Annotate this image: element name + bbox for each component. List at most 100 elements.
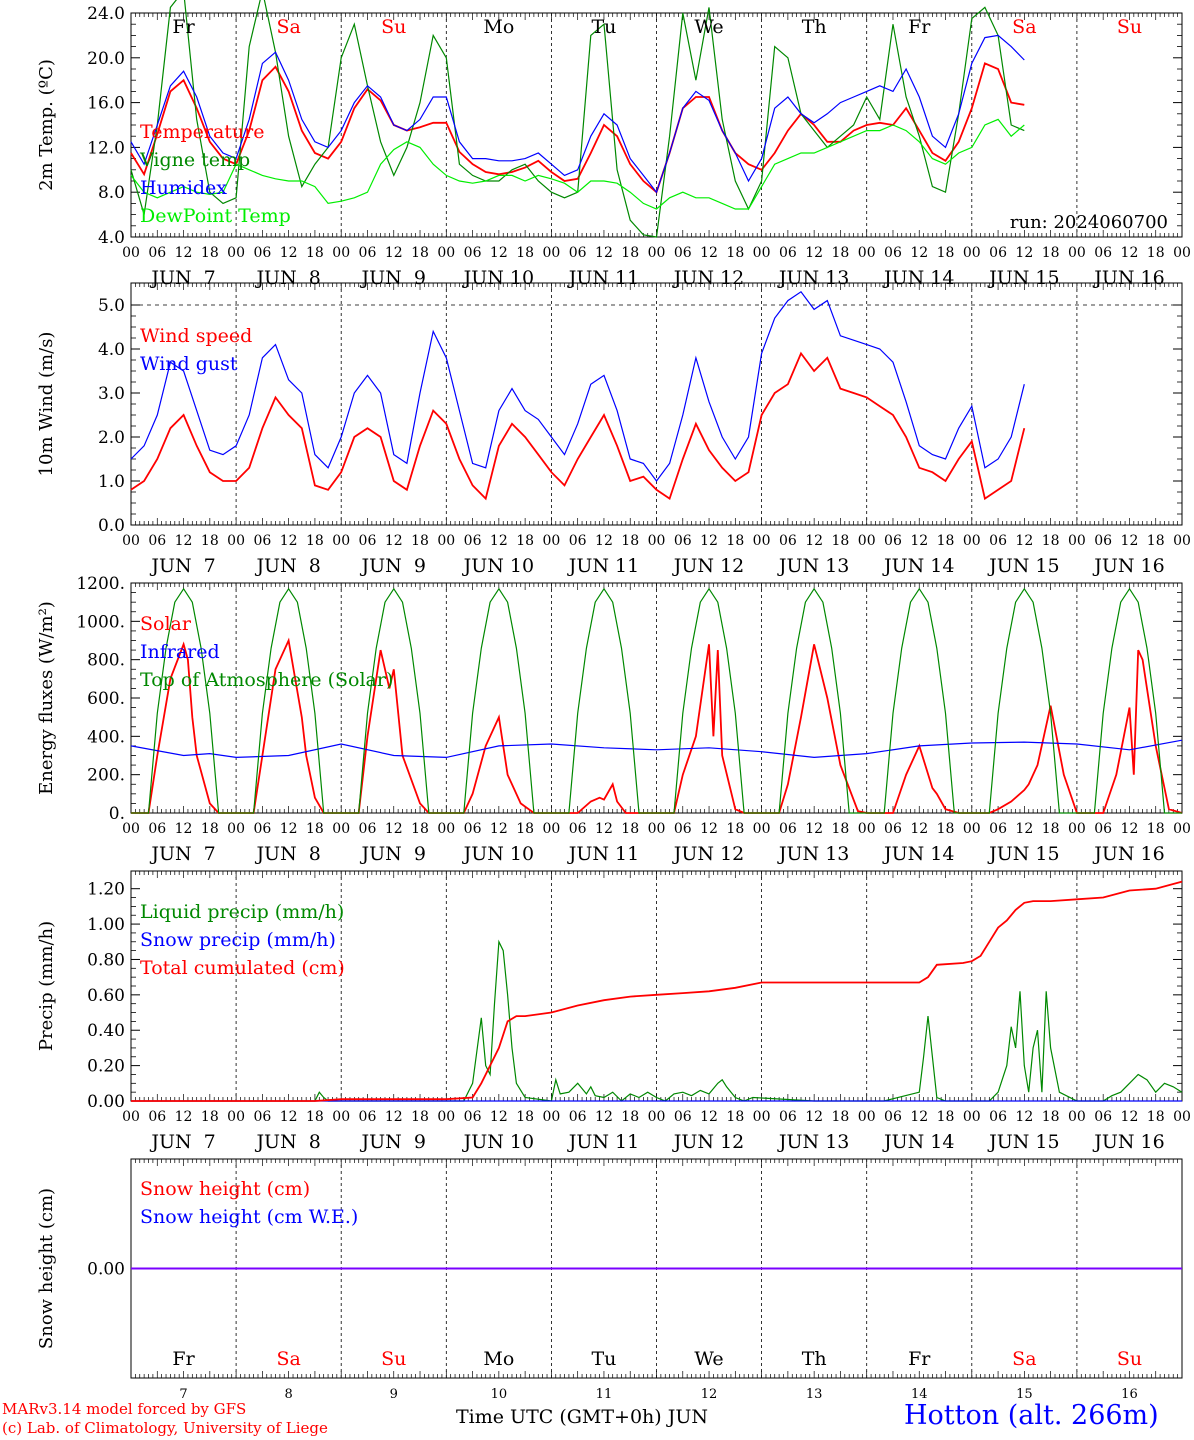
- hour-tick-label: 06: [253, 821, 271, 837]
- hour-tick-label: 00: [858, 821, 876, 837]
- hour-tick-label: 12: [700, 1109, 718, 1125]
- hour-tick-label: 18: [1042, 821, 1060, 837]
- hour-tick-label: 12: [1121, 821, 1139, 837]
- hour-tick-label: 12: [1121, 245, 1139, 261]
- hour-tick-label: 18: [1147, 1109, 1165, 1125]
- hour-tick-label: 12: [595, 245, 613, 261]
- hour-tick-label: 18: [937, 245, 955, 261]
- date-label: JUN 13: [777, 555, 849, 577]
- hour-tick-label: 18: [411, 245, 429, 261]
- hour-tick-label: 06: [359, 245, 377, 261]
- hour-tick-label: 12: [910, 533, 928, 549]
- y-tick-label: 600.: [87, 689, 125, 709]
- hour-tick-label: 00: [648, 821, 666, 837]
- date-label: JUN 8: [254, 555, 320, 577]
- date-label: JUN 9: [360, 555, 426, 577]
- y-axis-label: 10m Wind (m/s): [36, 332, 57, 477]
- y-axis-label: 2m Temp. (ºC): [36, 59, 57, 191]
- y-tick-label: 16.0: [87, 94, 125, 114]
- date-label: JUN 11: [567, 843, 639, 865]
- hour-tick-label: 06: [884, 245, 902, 261]
- hour-tick-label: 18: [726, 1109, 744, 1125]
- hour-tick-label: 00: [332, 245, 350, 261]
- hour-tick-label: 12: [175, 1109, 193, 1125]
- date-label: JUN 12: [672, 843, 744, 865]
- legend-entry: Snow height (cm W.E.): [140, 1206, 358, 1228]
- hour-tick-label: 18: [201, 821, 219, 837]
- hour-tick-label: 00: [227, 533, 245, 549]
- weekday-label: Sa: [276, 1348, 300, 1370]
- hour-tick-label: 18: [832, 821, 850, 837]
- hour-tick-label: 00: [437, 533, 455, 549]
- y-tick-label: 200.: [87, 766, 125, 786]
- weekday-label: Mo: [483, 1348, 514, 1370]
- hour-tick-label: 12: [805, 533, 823, 549]
- y-tick-label: 5.0: [98, 296, 125, 316]
- y-tick-label: 8.0: [98, 183, 125, 203]
- hour-tick-label: 18: [201, 1109, 219, 1125]
- hour-tick-label: 12: [280, 1109, 298, 1125]
- hour-tick-label: 06: [779, 533, 797, 549]
- series-line: [130, 62, 1025, 194]
- legend-entry: Infrared: [140, 641, 220, 663]
- hour-tick-label: 00: [437, 821, 455, 837]
- series-line: [130, 0, 1025, 238]
- hour-tick-label: 00: [332, 1109, 350, 1125]
- hour-tick-label: 12: [490, 1109, 508, 1125]
- date-label: JUN 7: [149, 843, 215, 865]
- hour-tick-label: 06: [989, 1109, 1007, 1125]
- weekday-label: Su: [381, 1348, 406, 1370]
- legend-entry: DewPoint Temp: [140, 205, 291, 227]
- hour-tick-label: 00: [1068, 821, 1086, 837]
- y-tick-label: 1200.: [76, 574, 125, 594]
- date-label: JUN 8: [254, 1131, 320, 1153]
- y-tick-label: 0.80: [87, 950, 125, 970]
- hour-tick-label: 06: [884, 533, 902, 549]
- day-number-label: 9: [390, 1387, 398, 1402]
- date-label: JUN 10: [462, 1131, 534, 1153]
- hour-tick-label: 00: [753, 821, 771, 837]
- date-label: JUN 15: [987, 555, 1059, 577]
- day-number-label: 16: [1121, 1387, 1138, 1402]
- legend-entry: Wind gust: [140, 353, 238, 375]
- hour-tick-label: 18: [937, 533, 955, 549]
- day-number-label: 8: [285, 1387, 293, 1402]
- hour-tick-label: 18: [1042, 245, 1060, 261]
- hour-tick-label: 06: [464, 245, 482, 261]
- date-label: JUN 11: [567, 1131, 639, 1153]
- hour-tick-label: 06: [674, 821, 692, 837]
- hour-tick-label: 18: [1147, 533, 1165, 549]
- y-tick-label: 1000.: [76, 612, 125, 632]
- hour-tick-label: 00: [227, 245, 245, 261]
- y-tick-label: 0.00: [87, 1092, 125, 1112]
- hour-tick-label: 06: [1094, 245, 1112, 261]
- hour-tick-label: 18: [306, 821, 324, 837]
- hour-tick-label: 00: [963, 821, 981, 837]
- weekday-label: Sa: [276, 16, 300, 38]
- hour-tick-label: 00: [858, 1109, 876, 1125]
- hour-tick-label: 18: [411, 821, 429, 837]
- y-tick-label: 0.60: [87, 986, 125, 1006]
- weekday-label: Su: [1117, 1348, 1142, 1370]
- hour-tick-label: 18: [306, 245, 324, 261]
- date-label: JUN 16: [1092, 555, 1164, 577]
- y-tick-label: 12.0: [87, 138, 125, 158]
- weekday-label: Sa: [1012, 1348, 1036, 1370]
- hour-tick-label: 18: [516, 821, 534, 837]
- hour-tick-label: 18: [726, 533, 744, 549]
- date-label: JUN 15: [987, 843, 1059, 865]
- hour-tick-label: 12: [805, 1109, 823, 1125]
- hour-tick-label: 06: [989, 245, 1007, 261]
- hour-tick-label: 18: [411, 533, 429, 549]
- series-line: [130, 34, 1025, 194]
- date-label: JUN 14: [882, 555, 954, 577]
- panel-2: 0.0 1.0 2.0 3.0 4.0 5.0 10m Wind (m/s) Wind spe…: [36, 282, 1191, 577]
- hour-tick-label: 00: [542, 533, 560, 549]
- hour-tick-label: 12: [385, 245, 403, 261]
- hour-tick-label: 00: [753, 533, 771, 549]
- hour-tick-label: 06: [1094, 533, 1112, 549]
- hour-tick-label: 12: [1015, 245, 1033, 261]
- day-number-label: 13: [806, 1387, 823, 1402]
- hour-tick-label: 18: [832, 245, 850, 261]
- hour-tick-label: 12: [910, 245, 928, 261]
